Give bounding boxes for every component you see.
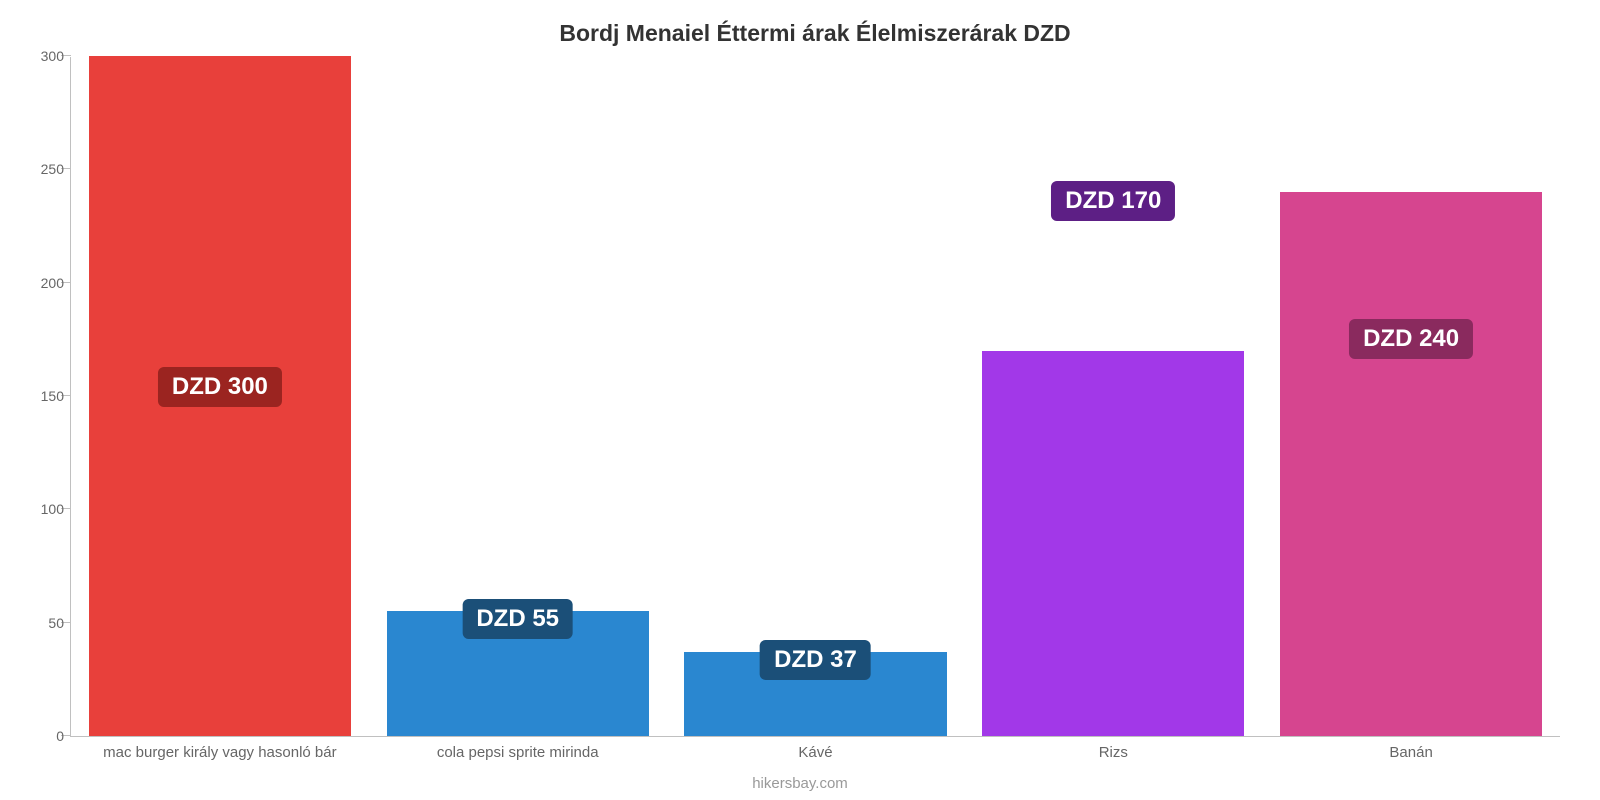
credit-text: hikersbay.com — [0, 775, 1600, 792]
x-axis-label: Rizs — [1099, 744, 1128, 761]
x-axis-label: mac burger király vagy hasonló bár — [103, 744, 336, 761]
bar-slot: DZD 240Banán — [1280, 57, 1542, 736]
bar-slot: DZD 170Rizs — [982, 57, 1244, 736]
y-tick-label: 50 — [16, 615, 64, 631]
y-tick-label: 100 — [16, 501, 64, 517]
bar-slot: DZD 55cola pepsi sprite mirinda — [387, 57, 649, 736]
x-axis-label: Kávé — [798, 744, 832, 761]
y-tick-label: 200 — [16, 275, 64, 291]
value-badge: DZD 170 — [1051, 181, 1175, 221]
plot-area: 050100150200250300DZD 300mac burger kirá… — [70, 57, 1560, 737]
bar — [982, 351, 1244, 736]
chart-title: Bordj Menaiel Éttermi árak Élelmiszerára… — [70, 20, 1560, 47]
value-badge: DZD 300 — [158, 367, 282, 407]
y-tick-label: 250 — [16, 161, 64, 177]
bar-slot: DZD 300mac burger király vagy hasonló bá… — [89, 57, 351, 736]
bar-slot: DZD 37Kávé — [684, 57, 946, 736]
y-tick-label: 300 — [16, 48, 64, 64]
value-badge: DZD 240 — [1349, 319, 1473, 359]
bar — [1280, 192, 1542, 736]
y-tick-label: 150 — [16, 388, 64, 404]
value-badge: DZD 37 — [760, 640, 871, 680]
x-axis-label: cola pepsi sprite mirinda — [437, 744, 599, 761]
value-badge: DZD 55 — [462, 599, 573, 639]
chart-container: Bordj Menaiel Éttermi árak Élelmiszerára… — [0, 0, 1600, 800]
x-axis-label: Banán — [1389, 744, 1432, 761]
y-tick-label: 0 — [16, 728, 64, 744]
